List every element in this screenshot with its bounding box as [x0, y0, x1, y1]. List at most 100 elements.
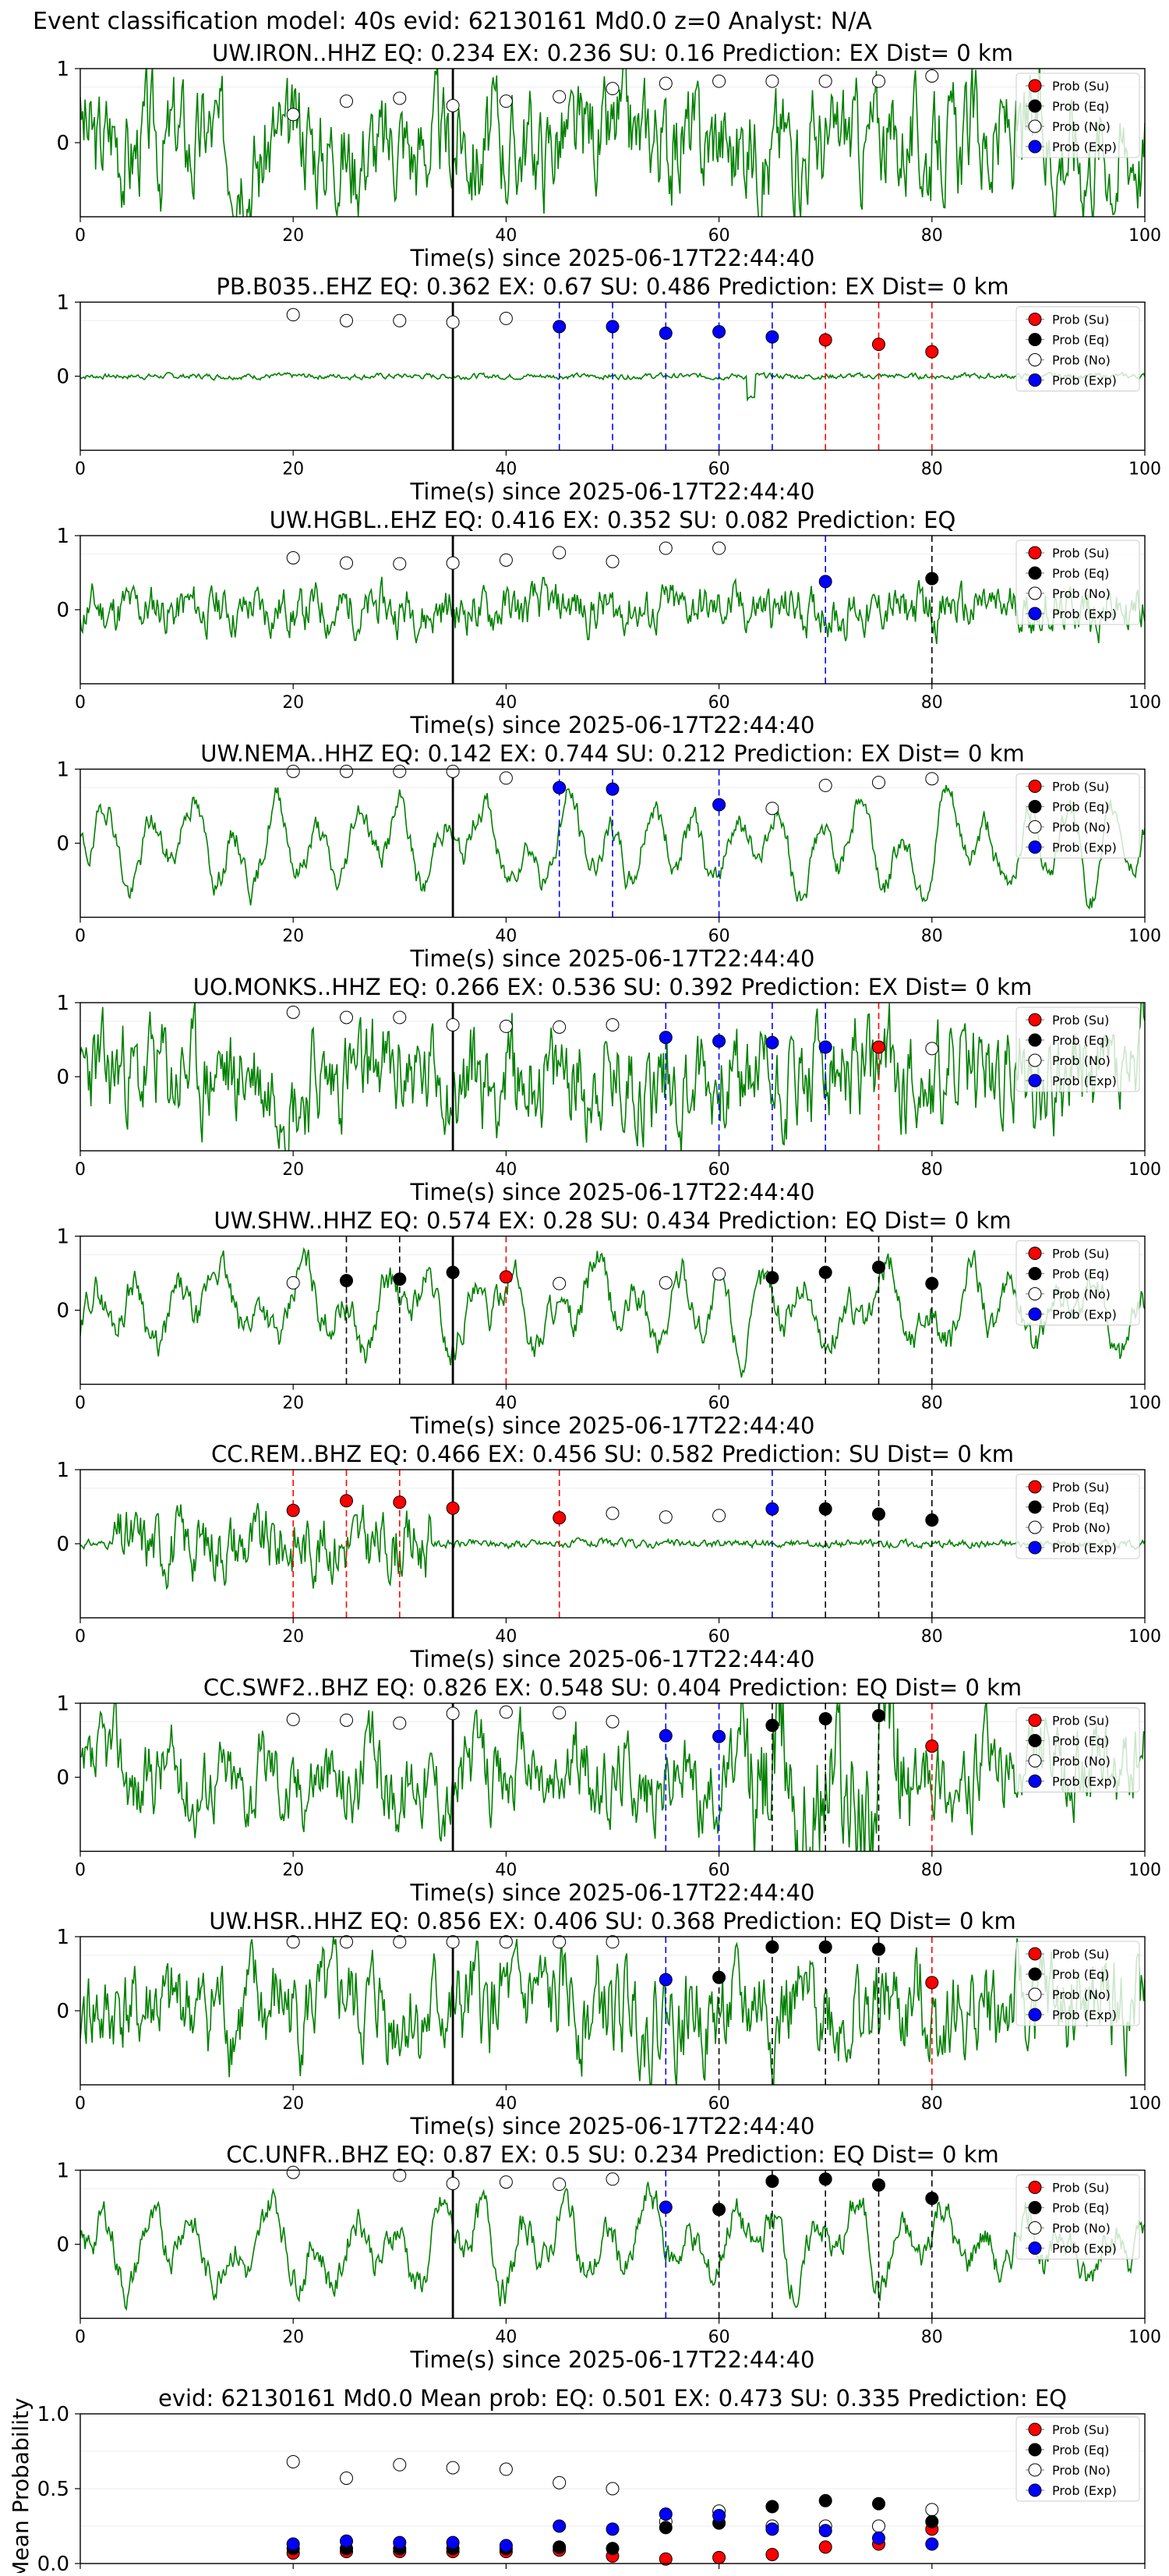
legend-marker-su — [1028, 546, 1042, 560]
prob-marker-no — [499, 1019, 513, 1033]
legend-marker-eq — [1028, 1267, 1042, 1280]
y-tick-label: 0 — [56, 1066, 69, 1089]
waveform-line — [80, 1937, 1145, 2085]
x-tick-label: 100 — [1128, 2094, 1161, 2114]
prob-marker-exp — [712, 1034, 726, 1048]
x-tick-label: 60 — [708, 226, 730, 246]
prob-marker-no — [499, 553, 513, 567]
x-tick-label: 20 — [282, 2094, 304, 2114]
prob-marker-no — [340, 94, 353, 108]
legend-label-no: Prob (No) — [1052, 119, 1111, 134]
x-tick-label: 60 — [708, 693, 730, 713]
x-tick-label: 40 — [495, 693, 517, 713]
plot-frame — [79, 1002, 1146, 1152]
mean-marker-exp — [659, 2507, 673, 2521]
legend-label-su: Prob (Su) — [1052, 1247, 1109, 1261]
legend-label-exp: Prob (Exp) — [1052, 1307, 1117, 1322]
x-tick-label: 100 — [1128, 2328, 1161, 2348]
legend-marker-exp — [1028, 840, 1042, 854]
x-tick-label: 60 — [708, 1861, 730, 1881]
x-tick-label: 40 — [495, 2094, 517, 2114]
panel-11: evid: 62130161 Md0.0 Mean prob: EQ: 0.50… — [8, 2385, 1161, 2576]
legend-marker-exp — [1028, 2483, 1042, 2497]
legend-label-eq: Prob (Eq) — [1052, 1500, 1109, 1515]
legend-marker-no — [1028, 586, 1042, 600]
legend-label-exp: Prob (Exp) — [1052, 2008, 1117, 2022]
prob-marker-no — [446, 1935, 460, 1949]
prob-marker-su — [446, 1501, 460, 1515]
prob-marker-no — [499, 2175, 513, 2189]
prob-marker-no — [499, 311, 513, 325]
x-tick-label: 80 — [921, 1861, 943, 1881]
prob-marker-eq — [712, 1970, 726, 1984]
panels: UW.IRON..HHZ EQ: 0.234 EX: 0.236 SU: 0.1… — [8, 40, 1161, 2576]
prob-marker-exp — [818, 1040, 832, 1054]
x-axis-label: Time(s) since 2025-06-17T22:44:40 — [410, 2113, 815, 2139]
y-tick-label: 1 — [56, 759, 69, 782]
legend-marker-no — [1028, 1987, 1042, 2001]
mean-marker-exp — [553, 2519, 567, 2533]
y-tick-label: 0 — [56, 366, 69, 389]
prob-marker-su — [818, 333, 832, 347]
legend-label-exp: Prob (Exp) — [1052, 1541, 1117, 1555]
legend-box — [1015, 306, 1140, 391]
legend-marker-exp — [1028, 2008, 1042, 2022]
prob-marker-no — [393, 1716, 407, 1730]
mean-marker-exp — [765, 2522, 779, 2536]
y-tick-label: 1 — [56, 2160, 69, 2183]
legend-marker-exp — [1028, 140, 1042, 154]
mean-marker-exp — [286, 2537, 300, 2551]
x-axis-label: Time(s) since 2025-06-17T22:44:40 — [410, 2347, 815, 2373]
legend-label-exp: Prob (Exp) — [1052, 2483, 1117, 2498]
mean-marker-no — [286, 2454, 300, 2468]
legend-marker-no — [1028, 2463, 1042, 2477]
legend-box — [1015, 773, 1140, 858]
legend-label-su: Prob (Su) — [1052, 1714, 1109, 1729]
prob-marker-no — [553, 1706, 567, 1720]
x-tick-label: 0 — [75, 1394, 86, 1414]
x-tick-label: 80 — [921, 460, 943, 479]
x-axis-label: Time(s) since 2025-06-17T22:44:40 — [410, 712, 815, 738]
prob-marker-eq — [393, 1272, 407, 1286]
prob-marker-no — [446, 1707, 460, 1721]
page-title: Event classification model: 40s evid: 62… — [33, 8, 872, 35]
plot-frame — [79, 301, 1146, 451]
x-tick-label: 40 — [495, 2328, 517, 2348]
mean-marker-exp — [712, 2509, 726, 2523]
panel-title: UW.HGBL..EHZ EQ: 0.416 EX: 0.352 SU: 0.0… — [270, 507, 956, 533]
prob-marker-no — [712, 74, 726, 88]
mean-marker-no — [925, 2503, 939, 2517]
mean-marker-no — [446, 2461, 460, 2475]
x-tick-label: 20 — [282, 693, 304, 713]
x-tick-label: 20 — [282, 226, 304, 246]
x-tick-label: 0 — [75, 927, 86, 947]
legend-label-su: Prob (Su) — [1052, 1013, 1109, 1028]
panel-4: UW.NEMA..HHZ EQ: 0.142 EX: 0.744 SU: 0.2… — [56, 741, 1161, 972]
legend-marker-exp — [1028, 1074, 1042, 1088]
prob-marker-no — [553, 2178, 567, 2192]
x-tick-label: 80 — [921, 2328, 943, 2348]
panel-title: PB.B035..EHZ EQ: 0.362 EX: 0.67 SU: 0.48… — [216, 274, 1008, 300]
prob-marker-no — [286, 308, 300, 322]
prob-marker-no — [499, 1705, 513, 1719]
prob-marker-eq — [818, 1265, 832, 1279]
plot-frame — [79, 1469, 1146, 1619]
waveform-line — [80, 1003, 1145, 1151]
prob-marker-no — [925, 772, 939, 786]
panel-title: evid: 62130161 Md0.0 Mean prob: EQ: 0.50… — [158, 2385, 1067, 2411]
prob-marker-no — [340, 313, 353, 327]
prob-marker-no — [393, 764, 407, 778]
legend-marker-no — [1028, 1287, 1042, 1300]
mean-marker-su — [765, 2547, 779, 2561]
legend-label-eq: Prob (Eq) — [1052, 2201, 1109, 2216]
legend-marker-su — [1028, 1480, 1042, 1494]
prob-marker-no — [872, 74, 885, 88]
prob-marker-exp — [765, 1035, 779, 1049]
waveform-line — [80, 2181, 1145, 2311]
prob-marker-exp — [659, 2200, 673, 2214]
prob-marker-su — [286, 1503, 300, 1517]
prob-marker-su — [872, 338, 885, 352]
legend-marker-eq — [1028, 1500, 1042, 1514]
y-tick-label: 0 — [56, 1300, 69, 1323]
